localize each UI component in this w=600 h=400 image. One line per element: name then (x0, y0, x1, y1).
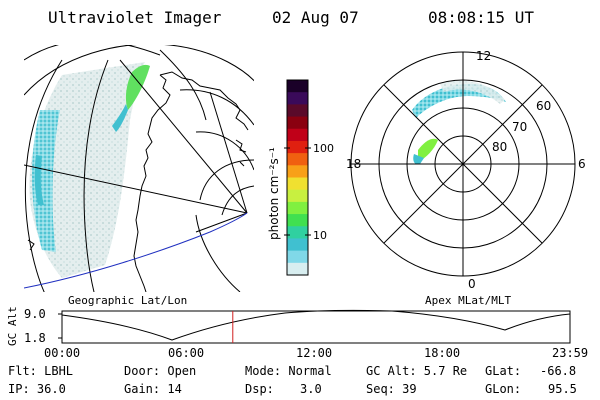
mlt-label-18: 18 (346, 157, 361, 171)
aurora-band-cyan (32, 110, 60, 252)
colorbar-segment (287, 116, 308, 130)
altitude-curve (61, 309, 571, 341)
filter-info: Flt: LBHL (8, 364, 74, 378)
colorbar-segment (287, 214, 308, 227)
mlt-label-0: 0 (468, 277, 476, 291)
mlt-label-12: 12 (476, 49, 491, 63)
altitude-plot (58, 309, 571, 344)
xtick-2359: 23:59 (552, 346, 589, 360)
ip-info: IP: 36.0 (8, 382, 66, 396)
colorbar-unit-label: photon cm⁻²s⁻¹ (267, 147, 281, 240)
colorbar-segment (287, 201, 308, 215)
app-title: Ultraviolet Imager (48, 8, 222, 27)
xtick-1800: 18:00 (424, 346, 461, 360)
xtick-0000: 00:00 (44, 346, 81, 360)
colorbar-segment (287, 104, 308, 118)
colorbar-segment (287, 226, 308, 240)
gain-info: Gain: 14 (124, 382, 182, 396)
glat-label: GLat: (485, 364, 522, 378)
altitude-ytick-1.8: 1.8 (24, 331, 46, 345)
glon-label: GLon: (485, 382, 522, 396)
colorbar-segment (287, 250, 308, 264)
colorbar (286, 79, 309, 276)
date-label: 02 Aug 07 (272, 8, 359, 27)
time-label: 08:08:15 UT (428, 8, 534, 27)
colorbar-segment (287, 238, 308, 252)
dsp-label: Dsp: (245, 382, 274, 396)
colorbar-segment (287, 140, 308, 154)
colorbar-tick-100: 100 (313, 142, 334, 155)
door-info: Door: Open (124, 364, 197, 378)
altitude-ytick-9: 9.0 (24, 307, 46, 321)
mlat-label-70: 70 (512, 120, 527, 134)
dsp-value: 3.0 (300, 382, 322, 396)
xtick-0600: 06:00 (168, 346, 205, 360)
colorbar-segment (287, 153, 308, 166)
colorbar-segment (287, 80, 308, 93)
coastline (133, 71, 249, 292)
glat-value: -66.8 (540, 364, 577, 378)
colorbar-segment (287, 177, 308, 191)
colorbar-segment (287, 165, 308, 179)
apex-panel-label: Apex MLat/MLT (425, 294, 511, 307)
gc-alt-info: GC Alt: 5.7 Re (366, 364, 468, 378)
colorbar-segment (287, 189, 308, 203)
geographic-map (24, 45, 254, 292)
colorbar-segment (287, 92, 308, 105)
polar-plot (350, 51, 576, 277)
colorbar-tick-10: 10 (313, 229, 327, 242)
geographic-panel-label: Geographic Lat/Lon (68, 294, 187, 307)
altitude-ylabel: GC Alt (6, 306, 19, 346)
mlat-label-60: 60 (536, 99, 551, 113)
colorbar-segment (287, 128, 308, 142)
aurora-band-green (125, 64, 150, 110)
terminator-line (24, 212, 248, 289)
colorbar-segment (287, 262, 308, 276)
colorbar-ticks (284, 147, 311, 236)
seq-info: Seq: 39 (366, 382, 417, 396)
colorbar-frame (286, 79, 309, 276)
glon-value: 95.5 (548, 382, 577, 396)
mlt-label-6: 6 (578, 157, 586, 171)
xtick-1200: 12:00 (296, 346, 333, 360)
mode-info: Mode: Normal (245, 364, 332, 378)
mlat-label-80: 80 (492, 140, 507, 154)
